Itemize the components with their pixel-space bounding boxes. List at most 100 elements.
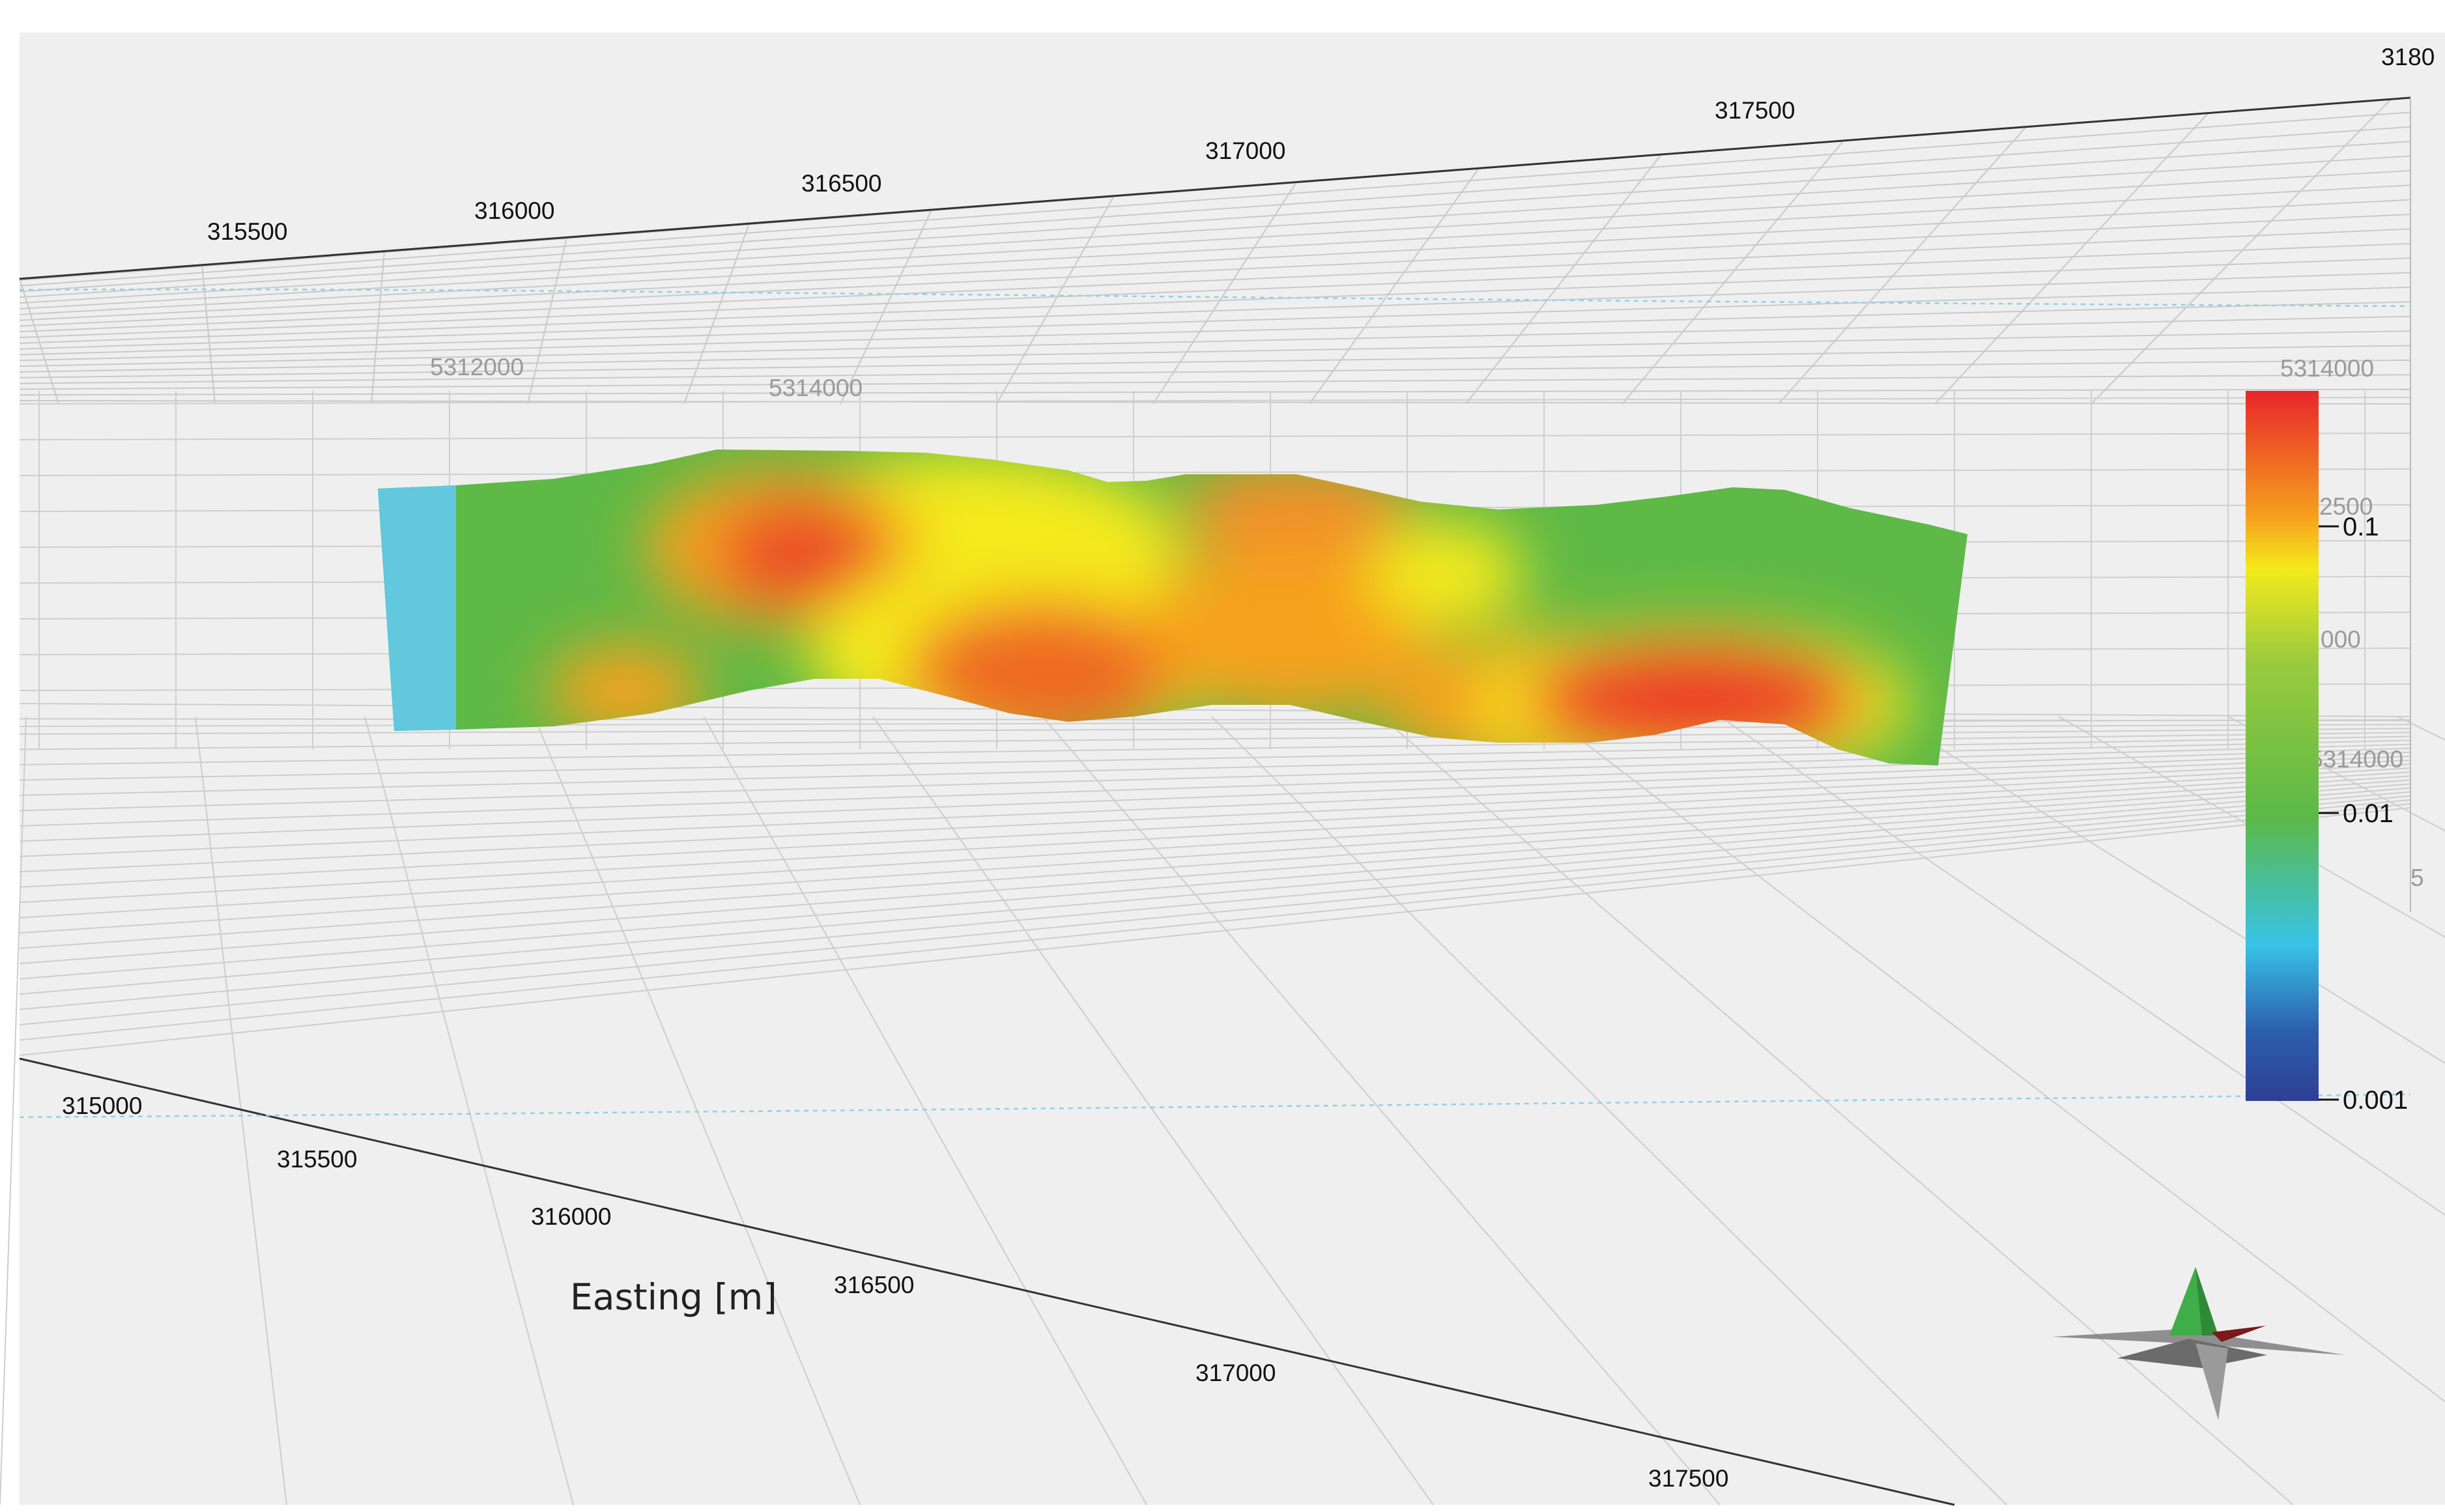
floor-grid-line (0, 716, 27, 1505)
ceiling-grid-line (19, 272, 2411, 350)
ceiling-grid-line (19, 242, 2411, 339)
ceiling-grid-line (19, 359, 2411, 384)
ceiling-grid (19, 97, 2411, 405)
bottom-tick-label: 317000 (1195, 1360, 1276, 1386)
floor-grid-line (1042, 716, 1721, 1505)
ceiling-grid-line (1934, 112, 2209, 405)
scene-background (20, 33, 2445, 1505)
ceiling-grid-line (371, 251, 385, 405)
colorbar: 0.1 0.01 0.001 (2246, 391, 2408, 1115)
top-tick-label: 3180 (2381, 44, 2435, 70)
top-tick-label: 315500 (207, 218, 287, 245)
bottom-tick-label: 316500 (834, 1272, 914, 1298)
far-tick-label: 5314000 (769, 375, 863, 401)
floor-grid-line (19, 763, 2411, 888)
ceiling-grid-line (19, 141, 2411, 298)
colorbar-label: 0.001 (2343, 1086, 2408, 1115)
floor-grid-line (19, 803, 2411, 1041)
floor-grid-line (872, 716, 1434, 1505)
floor-grid-line (19, 728, 2411, 750)
side-fragment-label: 2500 (2319, 493, 2373, 520)
ceiling-grid-line (19, 126, 2411, 292)
far-tick-label: 5314000 (2280, 355, 2374, 382)
floor-grid-line (19, 771, 2411, 919)
floor-grid-line (19, 787, 2411, 980)
ceiling-grid-line (19, 400, 2411, 405)
floor-grid-line (19, 795, 2411, 1010)
ceiling-grid-line (19, 286, 2411, 356)
side-fragment-label: 5 (2410, 864, 2424, 891)
far-tick-label: 5312000 (430, 354, 524, 380)
floor-grid-line (19, 735, 2411, 781)
bottom-tick-label: 317500 (1648, 1465, 1728, 1492)
floor-grid-line (19, 743, 2411, 812)
floor-grid-line (19, 739, 2411, 796)
floor-grid-line (703, 716, 1147, 1505)
floor-grid-line (19, 767, 2411, 904)
ceiling-grid-line (19, 315, 2411, 367)
floor-grid-line (19, 807, 2411, 1056)
ceiling-grid-line (683, 223, 750, 405)
bottom-tick-label: 315500 (277, 1146, 357, 1173)
ceiling-grid-line (201, 264, 216, 405)
ceiling-grid-line (19, 374, 2411, 390)
floor-grid-line (1719, 716, 2445, 1216)
ceiling-grid-line (19, 345, 2411, 378)
ceiling-grid-line (996, 195, 1115, 405)
bottom-easting-axis (19, 1057, 1955, 1506)
top-easting-ticks: 315500 316000 316500 317000 317500 3180 (207, 44, 2435, 245)
ceiling-grid-line (19, 257, 2411, 344)
ceiling-grid-line (1465, 154, 1662, 405)
wall-grid-line (19, 433, 2411, 440)
top-tick-label: 317500 (1715, 97, 1795, 124)
ceiling-grid-line (19, 111, 2411, 287)
side-fragment-label: 000 (2321, 626, 2361, 653)
colorbar-label: 0.01 (2343, 799, 2394, 828)
ceiling-grid-line (1309, 167, 1480, 405)
ceiling-grid-line (840, 209, 932, 405)
far-northing-ticks: 5312000 5314000 5314000 (430, 354, 2374, 401)
floor-grid-line (1550, 716, 2445, 1403)
resistivity-section (378, 449, 1967, 765)
wall-grid-line (19, 468, 2411, 476)
ceiling-grid-line (19, 301, 2411, 362)
dashed-reference-bottom (19, 1093, 2411, 1119)
orientation-compass-icon[interactable] (2052, 1267, 2345, 1420)
ceiling-grid-line (2091, 98, 2392, 405)
ceiling-grid-line (527, 237, 567, 405)
floor-grid-line (19, 775, 2411, 934)
floor-grid-line (19, 759, 2411, 873)
ceiling-grid-line (19, 278, 59, 405)
side-fragments: 2500 000 5314000 5 (2309, 493, 2424, 891)
floor-grid-line (19, 732, 2411, 765)
wall-grid-line (19, 397, 2411, 405)
ceiling-grid-line (19, 169, 2411, 310)
floor-grid-line (1889, 716, 2445, 1064)
floor-grid-line (195, 716, 287, 1505)
floor-grid-line (364, 716, 574, 1505)
bottom-tick-label: 316000 (531, 1203, 611, 1230)
side-fragment-label: 5314000 (2309, 746, 2403, 773)
floor-grid-line (1211, 716, 2007, 1505)
ceiling-grid-line (19, 184, 2411, 315)
ceiling-grid-line (19, 199, 2411, 321)
colorbar-label: 0.1 (2343, 513, 2379, 541)
floor-grid-line (534, 716, 861, 1505)
ceiling-grid-line (19, 155, 2411, 304)
ceiling-grid-line (1778, 126, 2027, 405)
floor-grid-line (19, 783, 2411, 965)
floor-grid-line (19, 755, 2411, 857)
dashed-reference-top (19, 288, 2411, 307)
ceiling-grid-line (19, 388, 2411, 396)
floor-grid-line (1380, 716, 2294, 1505)
axis-title: Easting [m] (570, 1276, 777, 1318)
bottom-tick-label: 315000 (62, 1092, 142, 1119)
compass-east-marker (2212, 1326, 2266, 1342)
top-tick-label: 317000 (1205, 137, 1285, 164)
bottom-easting-ticks: 315000 315500 316000 316500 317000 31750… (62, 1092, 1728, 1492)
floor-grid-line (19, 791, 2411, 995)
floor-grid (0, 703, 2445, 1505)
floor-grid-line (19, 751, 2411, 842)
ceiling-grid-line (1152, 181, 1297, 405)
